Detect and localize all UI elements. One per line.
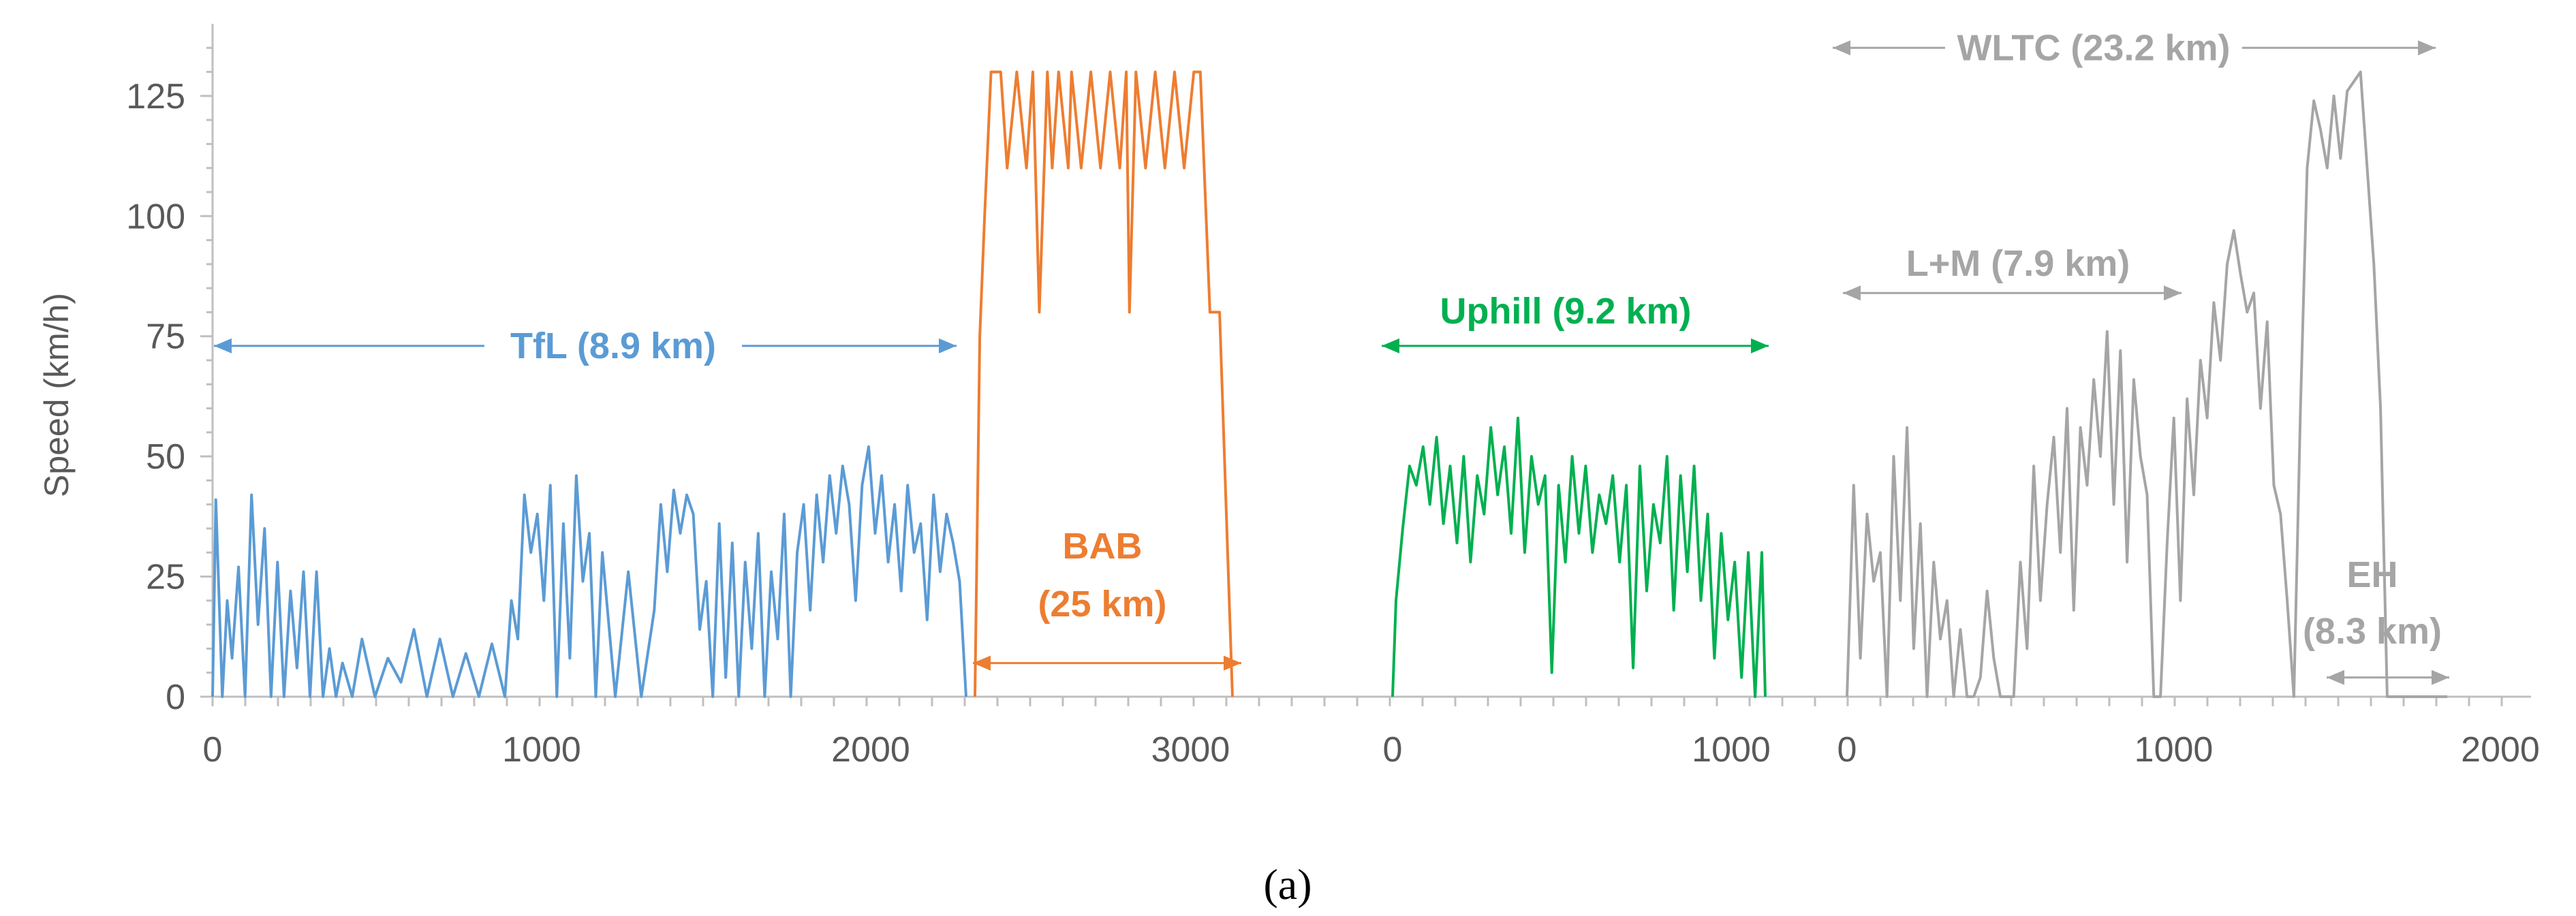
uphill-arrow-head-right <box>1751 338 1769 353</box>
uphill-speed-line <box>1391 416 1767 698</box>
bab-x-tick-label: 3000 <box>1151 730 1230 770</box>
bab-arrow <box>973 655 1241 671</box>
tfl-arrow-head-left <box>214 338 232 353</box>
wltc-x-tick-label: 0 <box>1837 730 1857 770</box>
uphill-arrow <box>1382 338 1769 353</box>
lm-arrow-head-left <box>1843 285 1861 301</box>
y-tick-label: 125 <box>126 77 185 116</box>
wltc-x-tick-label: 1000 <box>2135 730 2214 770</box>
tfl-x-tick-label: 1000 <box>502 730 581 770</box>
wltc-arrow-head-right <box>2418 40 2436 56</box>
wltc-arrow-head-left <box>1833 40 1850 56</box>
tfl-label: TfL (8.9 km) <box>510 326 716 366</box>
y-tick-label: 0 <box>166 678 185 717</box>
bab-label-line2-bg <box>1023 584 1182 627</box>
bab-arrow-head-left <box>973 655 991 671</box>
y-tick-label: 100 <box>126 197 185 236</box>
figure-caption: (a) <box>1263 860 1312 909</box>
annotations: TfL (8.9 km) BAB (25 km) Uphill (9.2 km) WLT… <box>214 27 2449 685</box>
uphill-arrow-head-left <box>1382 338 1399 353</box>
tfl-speed-line <box>211 445 967 698</box>
bab-arrow-head-right <box>1224 655 1241 671</box>
bab-label-line2: (25 km) <box>1038 584 1166 625</box>
bab-label-line1: BAB <box>1063 526 1143 567</box>
eh-arrow-head-right <box>2432 669 2449 685</box>
eh-label-line1: EH <box>2346 554 2397 595</box>
eh-arrow <box>2327 669 2449 685</box>
axes: 0 25 50 75 100 125 0 1000 2000 3000 0 1000 0 1000 2000 <box>126 24 2540 770</box>
y-axis-label: Speed (km/h) <box>37 293 76 497</box>
wltc-label-bg <box>1945 27 2242 72</box>
wltc-speed-line <box>1846 70 2447 698</box>
y-tick-label: 75 <box>146 317 185 357</box>
tfl-x-tick-label: 0 <box>203 730 223 770</box>
y-tick-label: 50 <box>146 437 185 477</box>
series-lines <box>211 70 2447 698</box>
tfl-x-tick-label: 2000 <box>831 730 910 770</box>
tfl-label-bg <box>484 325 742 369</box>
bab-speed-line <box>974 70 1234 697</box>
eh-label-line2: (8.3 km) <box>2303 611 2442 652</box>
uphill-x-tick-label: 0 <box>1383 730 1403 770</box>
lm-arrow <box>1843 285 2182 301</box>
uphill-label: Uphill (9.2 km) <box>1440 291 1691 332</box>
tfl-arrow-head-right <box>939 338 957 353</box>
wltc-x-tick-label: 2000 <box>2461 730 2540 770</box>
y-tick-label: 25 <box>146 558 185 597</box>
eh-arrow-head-left <box>2327 669 2344 685</box>
bab-label-line1-bg <box>1062 526 1143 569</box>
wltc-label: WLTC (23.2 km) <box>1957 27 2230 68</box>
uphill-x-tick-label: 1000 <box>1692 730 1771 770</box>
lm-arrow-head-right <box>2164 285 2182 301</box>
lm-label: L+M (7.9 km) <box>1906 243 2130 284</box>
